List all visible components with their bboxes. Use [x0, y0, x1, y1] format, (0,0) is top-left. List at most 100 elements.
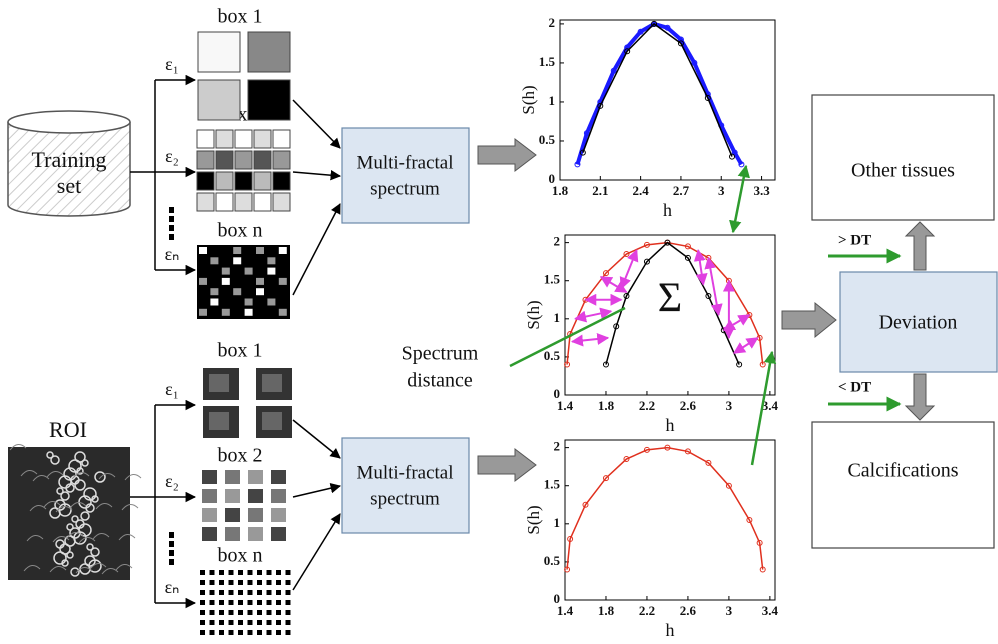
scale-label: ε₁	[165, 379, 179, 399]
outcome-box	[812, 422, 994, 548]
distance-label: Spectrum	[402, 343, 479, 365]
process-label: spectrum	[370, 488, 440, 509]
box-bg	[197, 245, 290, 319]
box-dot	[200, 620, 205, 625]
box-dot	[267, 610, 272, 615]
box-dot	[257, 610, 262, 615]
box-cell	[202, 489, 217, 503]
ellipsis-dot	[169, 225, 174, 231]
box-cell	[273, 193, 290, 211]
box-dot	[210, 610, 215, 615]
process-box	[342, 128, 469, 223]
box-dot	[210, 580, 215, 585]
box-cell	[245, 309, 253, 316]
threshold-label: > DT	[838, 232, 871, 248]
x-tick-label: 1.8	[598, 603, 615, 618]
x-tick-label: 2.6	[680, 603, 697, 618]
box-dot	[267, 590, 272, 595]
diagram: TrainingsetROIε₁ε₂εₙbox 1box 2box nMulti…	[0, 0, 998, 644]
box-dot	[248, 600, 253, 605]
box-dot	[229, 620, 234, 625]
box-dot	[238, 600, 243, 605]
box-dot	[276, 610, 281, 615]
box-cell	[271, 508, 286, 522]
outcome-box	[812, 95, 994, 220]
box-dot	[229, 610, 234, 615]
x-tick-label: 2.4	[633, 183, 650, 198]
ellipsis-dot	[169, 559, 174, 565]
box-dot	[229, 580, 234, 585]
box-dot	[276, 620, 281, 625]
box-dot	[248, 580, 253, 585]
outcome-label: Calcifications	[847, 460, 958, 482]
x-tick-label: 3	[726, 603, 733, 618]
y-tick-label: 2	[549, 15, 556, 30]
box-cell	[210, 257, 218, 264]
box-cell	[254, 130, 271, 148]
y-tick-label: 2	[554, 234, 561, 249]
x-tick-label: 2.7	[673, 183, 690, 198]
y-tick-label: 1	[554, 310, 561, 325]
box-dot	[219, 580, 224, 585]
box-cell	[198, 32, 240, 72]
box-cell	[254, 172, 271, 190]
box-cell	[199, 309, 207, 316]
process-box	[342, 438, 469, 533]
x-tick-label: 2.2	[639, 603, 655, 618]
scale-label: ε₁	[165, 54, 179, 74]
box-dot	[238, 630, 243, 635]
x-tick-label: 3	[726, 398, 733, 413]
box-dot	[286, 570, 291, 575]
box-dot	[276, 570, 281, 575]
y-tick-label: 0	[549, 171, 556, 186]
box-cell	[216, 151, 233, 169]
box-dot	[286, 630, 291, 635]
flow-arrow	[906, 222, 934, 270]
x-axis-label: h	[666, 415, 675, 435]
box-dot	[257, 590, 262, 595]
box-cell	[235, 193, 252, 211]
box-cell	[225, 489, 240, 503]
box-cell	[233, 288, 241, 295]
box-label: box 1	[218, 340, 263, 362]
box-cell	[248, 489, 263, 503]
ellipsis-dot	[169, 234, 174, 240]
plot-frame	[565, 440, 775, 600]
box-cell	[279, 278, 287, 285]
x-axis-label: h	[666, 620, 675, 640]
box-dot	[238, 580, 243, 585]
y-tick-label: 1	[554, 515, 561, 530]
flow-arrow	[906, 374, 934, 420]
box-dot	[200, 580, 205, 585]
box-dot	[219, 600, 224, 605]
box-cell	[248, 80, 290, 120]
roi-label: ROI	[49, 417, 87, 442]
box-dot	[200, 630, 205, 635]
box-cell	[202, 527, 217, 541]
box-cell	[279, 309, 287, 316]
y-axis-label: S(h)	[524, 300, 543, 329]
box-dot	[200, 590, 205, 595]
box-cell	[235, 130, 252, 148]
box-dot	[276, 580, 281, 585]
y-tick-label: 0.5	[544, 553, 561, 568]
flow-arrow	[782, 303, 836, 337]
box-cell	[216, 130, 233, 148]
box-dot	[248, 630, 253, 635]
box-cell	[235, 172, 252, 190]
box-cell	[197, 172, 214, 190]
y-tick-label: 0	[554, 591, 561, 606]
box-dot	[267, 580, 272, 585]
sum-symbol: Σ	[658, 276, 682, 322]
process-arrow	[293, 100, 340, 148]
box-cell	[256, 288, 264, 295]
outcome-label: Other tissues	[851, 160, 955, 182]
box-dot	[276, 630, 281, 635]
box-cell	[233, 257, 241, 264]
box-cell	[254, 151, 271, 169]
box-cell	[202, 470, 217, 484]
box-dot	[200, 610, 205, 615]
box-cell	[248, 470, 263, 484]
box-dot	[286, 610, 291, 615]
box-cell	[202, 508, 217, 522]
